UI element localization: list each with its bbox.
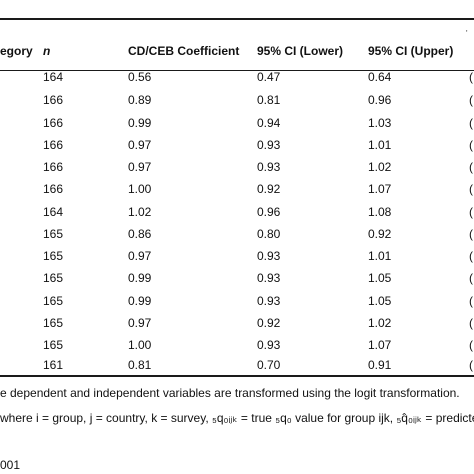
cell-coefficient: 0.99 [128, 271, 152, 285]
cell-n: 165 [43, 338, 64, 352]
header-ci-upper: 95% CI (Upper) [368, 44, 454, 58]
cell-truncated: ( [469, 93, 473, 107]
cell-coefficient: 1.00 [128, 338, 152, 352]
cell-n: 165 [43, 316, 64, 330]
cell-n: 165 [43, 227, 64, 241]
table-row: 165 0.86 0.80 0.92 ( [0, 225, 474, 243]
cell-ci-lower: 0.93 [257, 160, 281, 174]
cell-ci-upper: 1.02 [368, 160, 392, 174]
cell-ci-lower: 0.70 [257, 358, 281, 372]
cell-ci-upper: 1.05 [368, 294, 392, 308]
cell-coefficient: 0.97 [128, 249, 152, 263]
cell-n: 165 [43, 294, 64, 308]
cell-ci-upper: 1.08 [368, 205, 392, 219]
table-row: 164 0.56 0.47 0.64 ( [0, 68, 474, 86]
table-row: 165 0.97 0.93 1.01 ( [0, 247, 474, 265]
cell-ci-upper: 1.05 [368, 271, 392, 285]
cell-coefficient: 0.89 [128, 93, 152, 107]
header-category: egory [0, 44, 33, 58]
table-row: 161 0.81 0.70 0.91 ( [0, 356, 474, 374]
cell-truncated: ( [469, 271, 473, 285]
table-row: 165 0.99 0.93 1.05 ( [0, 292, 474, 310]
cell-truncated: ( [469, 138, 473, 152]
doi-fragment: 001 [0, 458, 21, 472]
truncated-header-mark: ' [466, 29, 468, 38]
cell-ci-upper: 1.07 [368, 338, 392, 352]
cell-ci-upper: 0.96 [368, 93, 392, 107]
cell-truncated: ( [469, 182, 473, 196]
table-row: 166 1.00 0.92 1.07 ( [0, 180, 474, 198]
cell-ci-lower: 0.96 [257, 205, 281, 219]
cell-truncated: ( [469, 316, 473, 330]
cell-ci-lower: 0.94 [257, 116, 281, 130]
table-row: 165 0.99 0.93 1.05 ( [0, 269, 474, 287]
cell-n: 166 [43, 182, 64, 196]
cell-ci-lower: 0.93 [257, 271, 281, 285]
cell-coefficient: 0.56 [128, 70, 152, 84]
table-bottom-rule [0, 375, 474, 377]
table-row: 166 0.97 0.93 1.01 ( [0, 136, 474, 154]
cell-ci-upper: 1.01 [368, 138, 392, 152]
cell-n: 166 [43, 116, 64, 130]
table-header-rule [0, 70, 474, 71]
table-row: 166 0.97 0.93 1.02 ( [0, 158, 474, 176]
cell-coefficient: 1.00 [128, 182, 152, 196]
cell-ci-lower: 0.80 [257, 227, 281, 241]
cell-ci-upper: 1.01 [368, 249, 392, 263]
cell-truncated: ( [469, 205, 473, 219]
cell-coefficient: 0.97 [128, 316, 152, 330]
header-n: n [43, 44, 51, 58]
cell-ci-upper: 0.64 [368, 70, 392, 84]
cell-n: 165 [43, 271, 64, 285]
table-row: 164 1.02 0.96 1.08 ( [0, 203, 474, 221]
cell-n: 164 [43, 205, 64, 219]
table-footnote: where i = group, j = country, k = survey… [0, 411, 474, 425]
cell-coefficient: 0.97 [128, 138, 152, 152]
cell-truncated: ( [469, 160, 473, 174]
cell-ci-upper: 0.91 [368, 358, 392, 372]
cell-ci-lower: 0.93 [257, 249, 281, 263]
cell-ci-upper: 1.02 [368, 316, 392, 330]
table-row: 166 0.99 0.94 1.03 ( [0, 114, 474, 132]
table-row: 165 0.97 0.92 1.02 ( [0, 314, 474, 332]
header-ci-lower: 95% CI (Lower) [257, 44, 344, 58]
cell-coefficient: 0.81 [128, 358, 152, 372]
cell-truncated: ( [469, 294, 473, 308]
cell-coefficient: 0.97 [128, 160, 152, 174]
cell-n: 165 [43, 249, 64, 263]
table-top-rule [0, 18, 474, 20]
cell-truncated: ( [469, 116, 473, 130]
cell-coefficient: 0.86 [128, 227, 152, 241]
cell-ci-lower: 0.93 [257, 138, 281, 152]
cell-truncated: ( [469, 338, 473, 352]
cell-truncated: ( [469, 70, 473, 84]
cell-n: 164 [43, 70, 64, 84]
cell-ci-upper: 0.92 [368, 227, 392, 241]
cell-coefficient: 1.02 [128, 205, 152, 219]
cell-n: 161 [43, 358, 64, 372]
cell-ci-lower: 0.93 [257, 338, 281, 352]
table-footnote: e dependent and independent variables ar… [0, 386, 460, 400]
cell-coefficient: 0.99 [128, 116, 152, 130]
cell-truncated: ( [469, 227, 473, 241]
table-row: 165 1.00 0.93 1.07 ( [0, 336, 474, 354]
cell-truncated: ( [469, 249, 473, 263]
cell-ci-upper: 1.07 [368, 182, 392, 196]
table-row: 166 0.89 0.81 0.96 ( [0, 91, 474, 109]
cell-n: 166 [43, 160, 64, 174]
cell-n: 166 [43, 138, 64, 152]
cell-n: 166 [43, 93, 64, 107]
cell-ci-lower: 0.92 [257, 182, 281, 196]
cell-ci-lower: 0.81 [257, 93, 281, 107]
cell-ci-lower: 0.92 [257, 316, 281, 330]
header-coefficient: CD/CEB Coefficient [128, 44, 240, 58]
cell-coefficient: 0.99 [128, 294, 152, 308]
cell-truncated: ( [469, 358, 473, 372]
cell-ci-upper: 1.03 [368, 116, 392, 130]
cell-ci-lower: 0.47 [257, 70, 281, 84]
cell-ci-lower: 0.93 [257, 294, 281, 308]
